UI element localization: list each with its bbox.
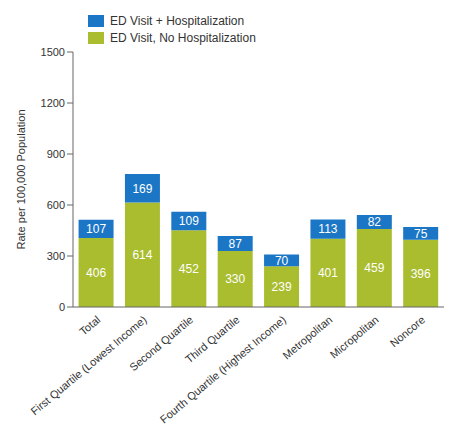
svg-text:First Quartile (Lowest Income): First Quartile (Lowest Income) — [28, 313, 149, 418]
svg-text:1500: 1500 — [41, 46, 65, 58]
svg-text:82: 82 — [368, 215, 382, 229]
html-text:ED Visit, No Hospitalization: ED Visit, No Hospitalization — [110, 31, 256, 45]
svg-text:406: 406 — [86, 266, 106, 280]
svg-text:87: 87 — [229, 237, 243, 251]
html-text:ED Visit + Hospitalization: ED Visit + Hospitalization — [110, 14, 245, 28]
svg-text:Fourth Quartile (Highest Incom: Fourth Quartile (Highest Income) — [158, 313, 288, 425]
svg-text:Second Quartile: Second Quartile — [127, 313, 195, 373]
svg-text:Rate per 100,000 Population: Rate per 100,000 Population — [15, 109, 27, 249]
svg-text:Total: Total — [77, 313, 103, 337]
svg-text:459: 459 — [364, 261, 384, 275]
svg-text:600: 600 — [47, 199, 65, 211]
svg-text:70: 70 — [275, 254, 289, 268]
svg-text:113: 113 — [318, 222, 337, 236]
svg-text:169: 169 — [132, 182, 152, 196]
svg-text:452: 452 — [179, 262, 199, 276]
svg-text:109: 109 — [179, 214, 199, 228]
svg-text:Noncore: Noncore — [388, 313, 428, 349]
svg-text:Third Quartile: Third Quartile — [182, 313, 242, 366]
svg-text:900: 900 — [47, 148, 65, 160]
svg-text:107: 107 — [86, 222, 106, 236]
svg-text:75: 75 — [414, 227, 428, 241]
svg-text:Metropolitan: Metropolitan — [280, 313, 334, 361]
svg-text:300: 300 — [47, 250, 65, 262]
svg-text:239: 239 — [272, 280, 292, 294]
svg-text:396: 396 — [411, 267, 431, 281]
svg-text:Micropolitan: Micropolitan — [328, 313, 381, 360]
svg-text:330: 330 — [225, 272, 245, 286]
svg-text:0: 0 — [59, 301, 65, 313]
svg-text:401: 401 — [318, 266, 338, 280]
svg-text:1200: 1200 — [41, 97, 65, 109]
svg-text:614: 614 — [132, 248, 152, 262]
